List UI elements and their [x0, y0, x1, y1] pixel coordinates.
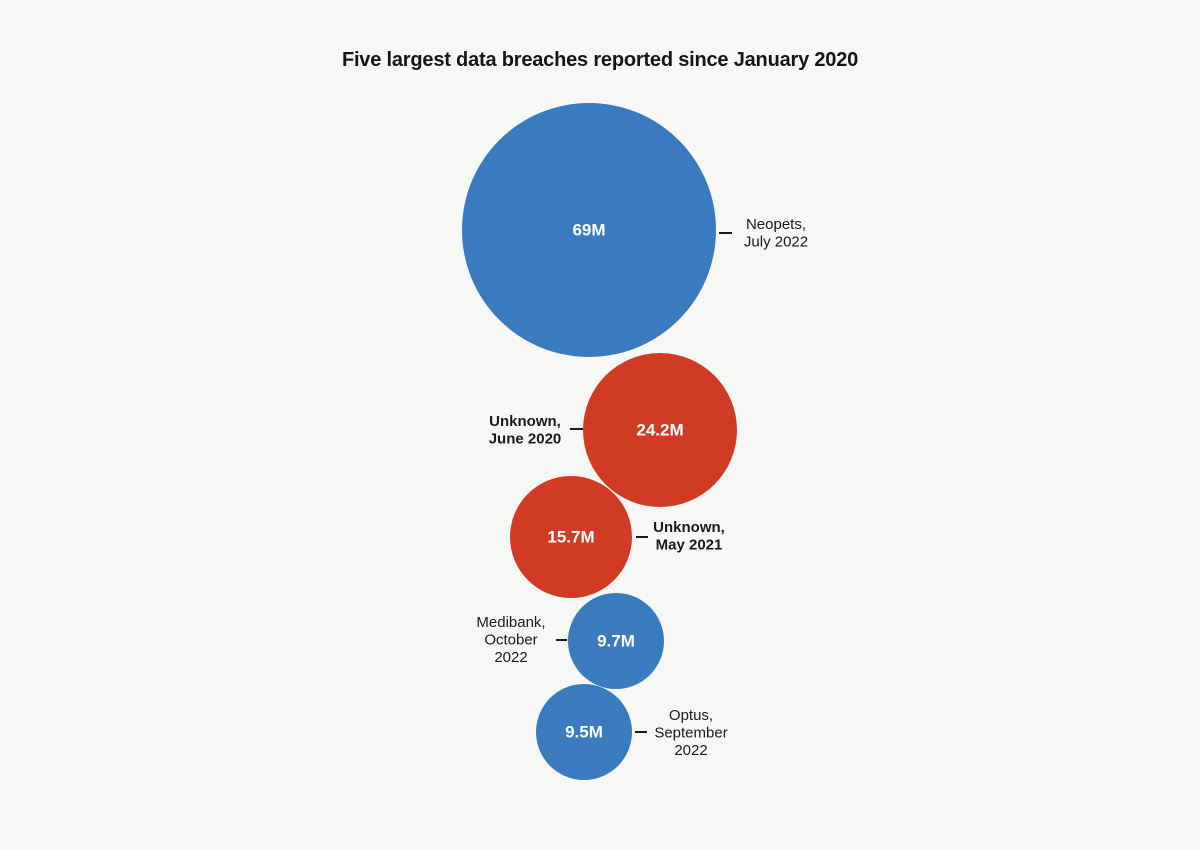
bubble-group-medibank-october-2022: 9.7M Medibank, October 2022 — [476, 593, 664, 689]
bubble-group-neopets-july-2022: 69M Neopets, July 2022 — [462, 103, 808, 357]
bubble-group-optus-september-2022: 9.5M Optus, September 2022 — [536, 684, 728, 780]
bubble-label-line: Unknown, — [489, 413, 561, 430]
bubble-label-medibank-october-2022: Medibank, October 2022 — [476, 614, 545, 666]
bubble-label-optus-september-2022: Optus, September 2022 — [654, 707, 727, 759]
bubble-value-label-unknown-may-2021: 15.7M — [547, 528, 594, 547]
bubble-label-neopets-july-2022: Neopets, July 2022 — [744, 216, 808, 251]
bubble-label-line: Neopets, — [746, 216, 806, 233]
bubble-label-line: June 2020 — [489, 430, 562, 447]
bubble-value-label-neopets-july-2022: 69M — [572, 221, 605, 240]
bubble-circle-medibank-october-2022 — [568, 593, 664, 689]
bubble-value-label-optus-september-2022: 9.5M — [565, 723, 603, 742]
bubble-label-line: September — [654, 725, 727, 742]
bubble-value-label-medibank-october-2022: 9.7M — [597, 632, 635, 651]
bubble-label-line: July 2022 — [744, 233, 808, 250]
bubble-label-line: Optus, — [669, 707, 713, 724]
bubble-label-line: 2022 — [494, 649, 527, 666]
bubble-circle-optus-september-2022 — [536, 684, 632, 780]
bubble-label-line: Unknown, — [653, 519, 725, 536]
bubble-label-line: 2022 — [674, 742, 707, 759]
bubble-label-unknown-may-2021: Unknown, May 2021 — [653, 519, 725, 554]
bubble-label-line: Medibank, — [476, 614, 545, 631]
bubble-circle-unknown-may-2021 — [510, 476, 632, 598]
bubble-group-unknown-june-2020: 24.2M Unknown, June 2020 — [489, 353, 737, 507]
chart-title: Five largest data breaches reported sinc… — [341, 49, 859, 71]
bubble-label-unknown-june-2020: Unknown, June 2020 — [489, 413, 562, 448]
bubble-circle-unknown-june-2020 — [583, 353, 737, 507]
bubble-label-line: May 2021 — [656, 536, 723, 553]
bubble-value-label-unknown-june-2020: 24.2M — [636, 421, 683, 440]
bubble-label-line: October — [484, 632, 537, 649]
bubble-group-unknown-may-2021: 15.7M Unknown, May 2021 — [510, 476, 725, 598]
bubble-circle-neopets-july-2022 — [462, 103, 716, 357]
